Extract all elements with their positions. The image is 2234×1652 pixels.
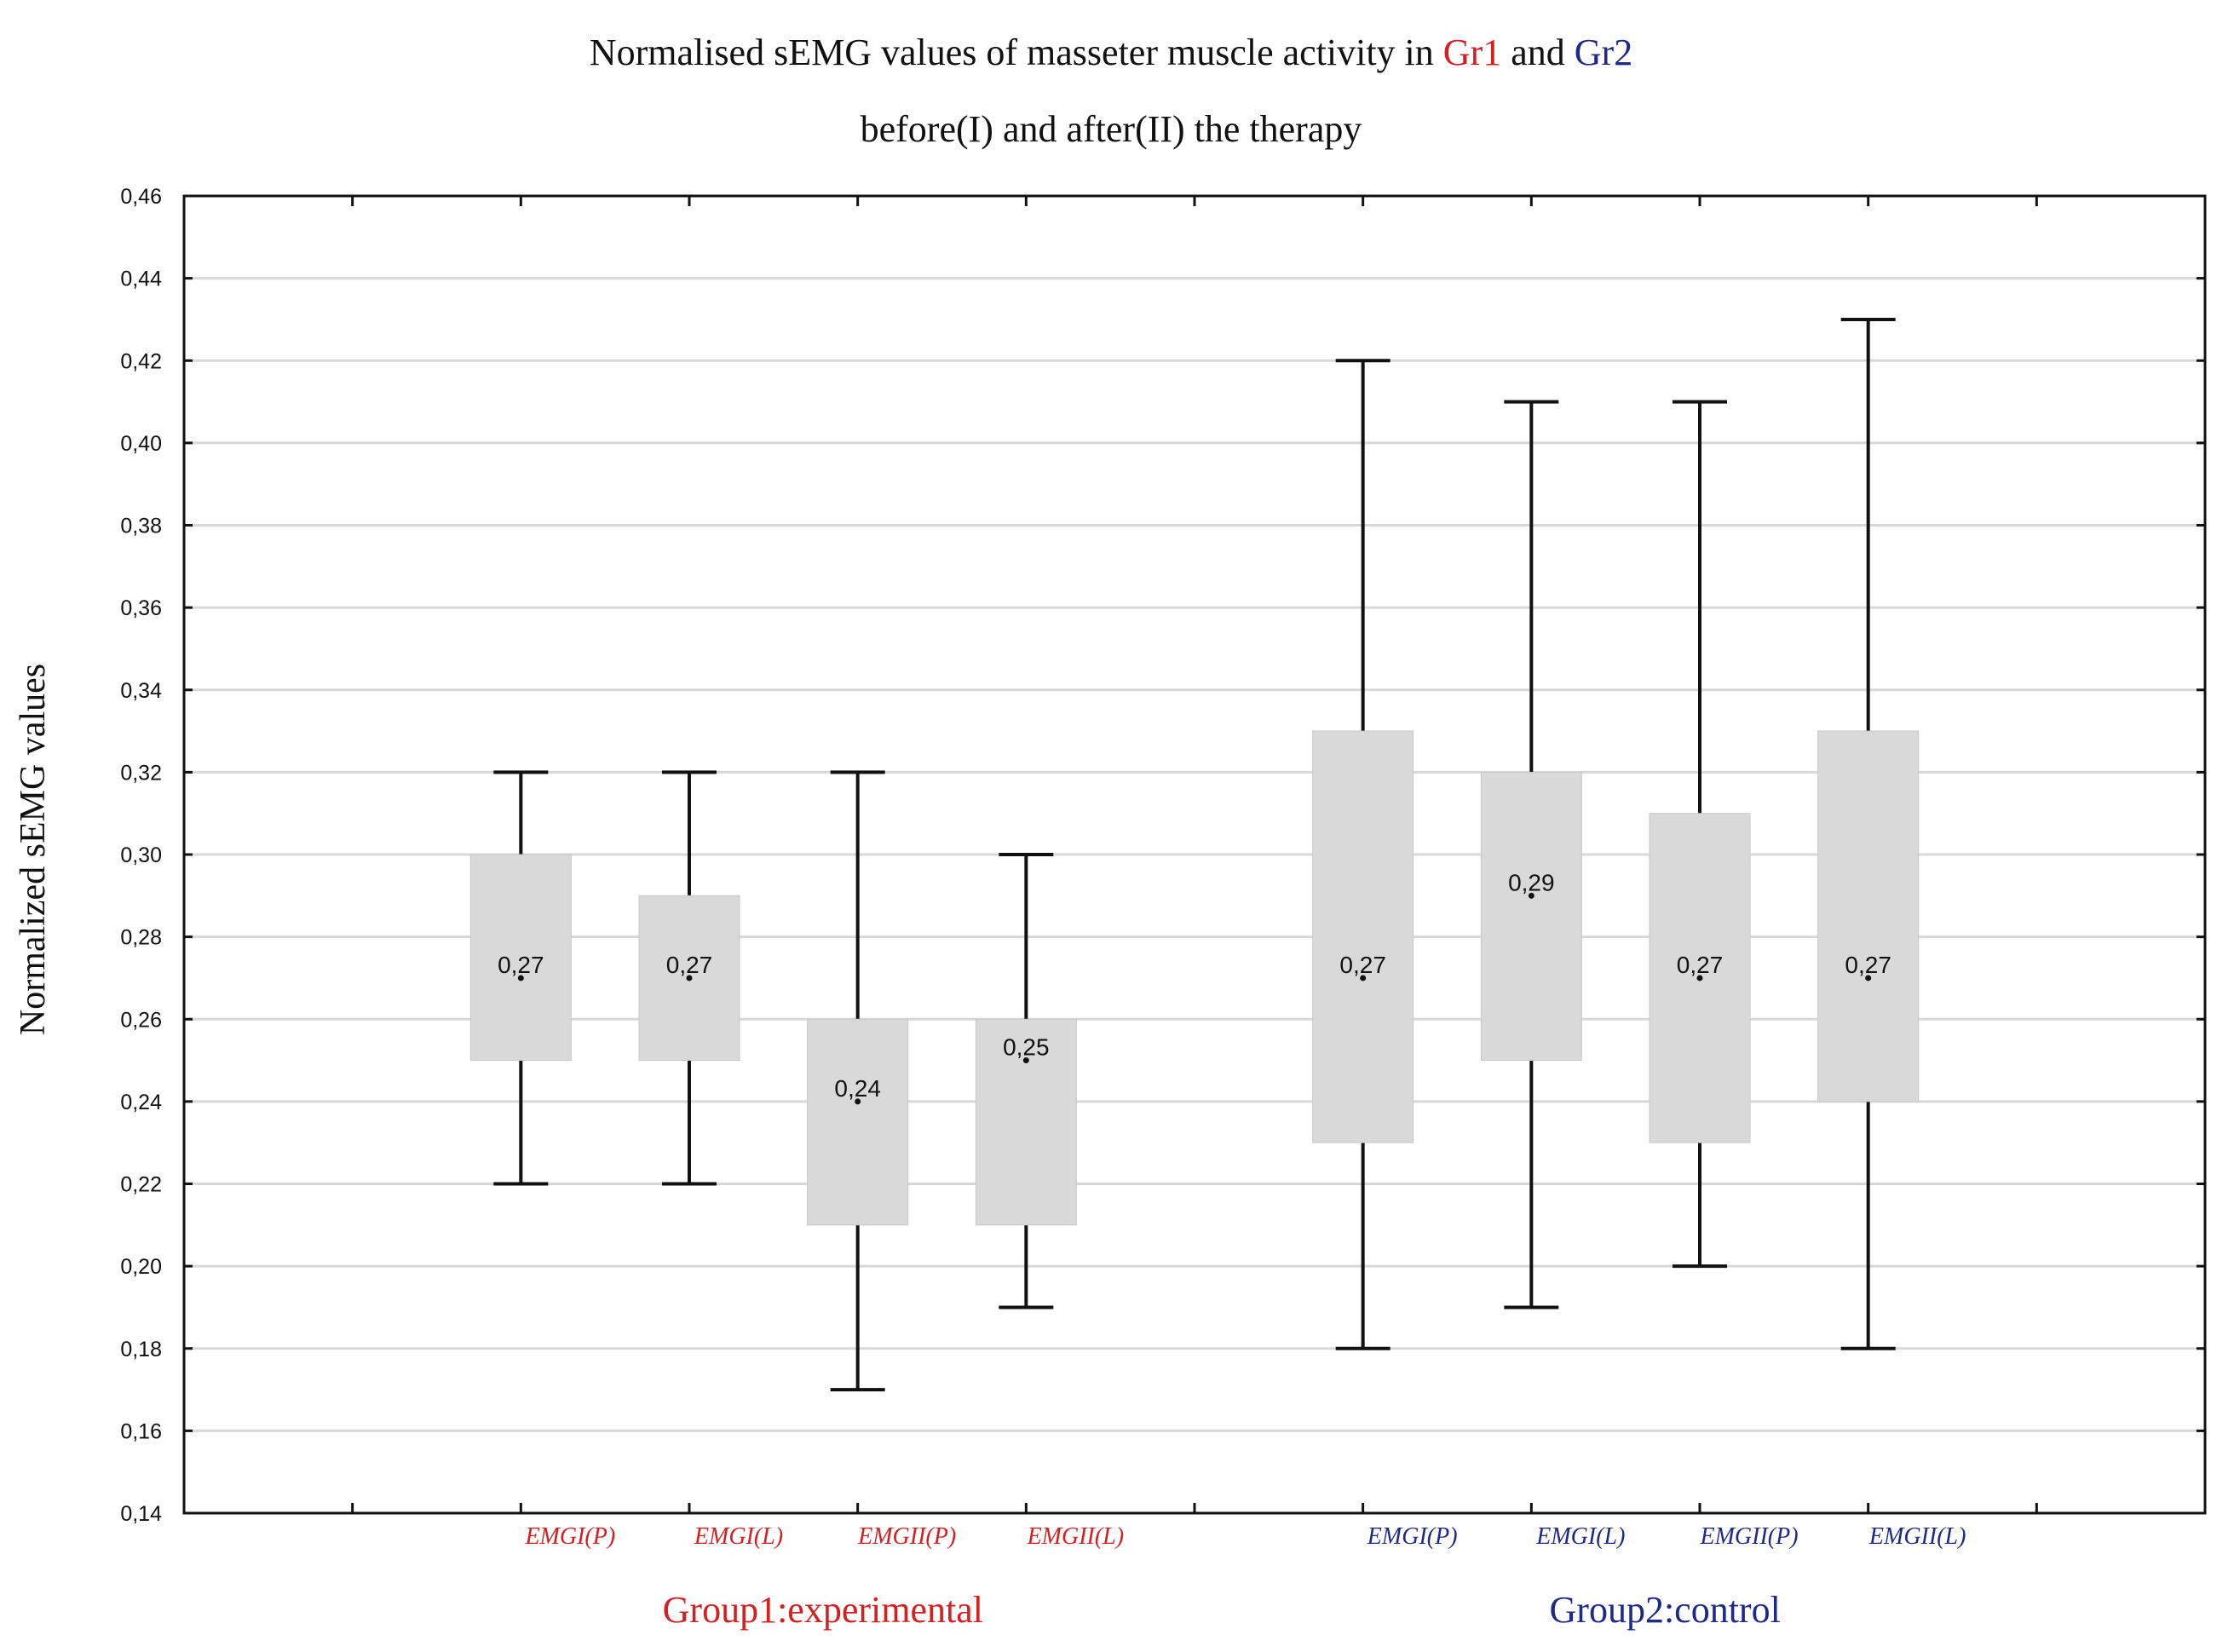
median-point <box>517 975 524 981</box>
chart-title-line2: before(I) and after(II) the therapy <box>861 108 1362 150</box>
group-label-1: Group1:experimental <box>663 1589 983 1631</box>
box-emgil-group2 <box>1480 400 1582 1310</box>
y-tick-label: 0,46 <box>120 185 162 209</box>
median-point <box>1022 1057 1029 1064</box>
box-emgiip-group1 <box>807 770 909 1392</box>
y-tick-label: 0,44 <box>120 268 162 291</box>
group-label-2: Group2:control <box>1550 1589 1781 1631</box>
median-point <box>686 975 693 981</box>
category-label: EMGI(L) <box>694 1523 783 1550</box>
box-emgiil-group1 <box>975 853 1077 1310</box>
box-iqr <box>1312 730 1414 1143</box>
median-label: 0,27 <box>498 952 544 978</box>
category-label: EMGII(L) <box>1027 1523 1125 1550</box>
median-label: 0,24 <box>834 1075 881 1102</box>
y-tick-label: 0,18 <box>120 1338 162 1361</box>
category-label: EMGI(P) <box>1367 1523 1458 1550</box>
median-label: 0,27 <box>666 952 713 978</box>
median-point <box>855 1098 861 1105</box>
y-tick-label: 0,20 <box>120 1255 162 1279</box>
y-tick-label: 0,30 <box>120 843 162 867</box>
median-label: 0,29 <box>1508 869 1555 895</box>
y-tick-label: 0,38 <box>120 515 162 538</box>
box-iqr <box>1480 771 1582 1062</box>
title-gr1: Gr1 <box>1443 32 1501 73</box>
category-label: EMGII(P) <box>1699 1523 1798 1550</box>
median-point <box>1696 975 1703 981</box>
category-labels: EMGI(P) EMGI(L) EMGII(P) EMGII(L) EMGI(P) EMG… <box>524 1523 1966 1550</box>
y-tick-label: 0,28 <box>120 926 162 950</box>
title-and: and <box>1501 32 1575 73</box>
median-label: 0,25 <box>1003 1034 1050 1061</box>
y-tick-label: 0,14 <box>120 1502 162 1526</box>
category-label: EMGI(P) <box>524 1523 615 1550</box>
median-label: 0,27 <box>1677 952 1724 978</box>
box-iqr <box>469 854 572 1062</box>
median-point <box>1360 975 1367 981</box>
y-tick-label: 0,22 <box>120 1173 162 1197</box>
box-iqr <box>807 1018 909 1226</box>
category-label: EMGI(L) <box>1535 1523 1625 1550</box>
y-tick-label: 0,34 <box>120 679 162 703</box>
title-prefix: Normalised sEMG values of masseter muscl… <box>590 32 1443 73</box>
chart-title-line1: Normalised sEMG values of masseter muscl… <box>590 32 1632 73</box>
y-tick-label: 0,36 <box>120 596 162 620</box>
title-gr2: Gr2 <box>1575 32 1632 73</box>
median-labels: 0,27 0,27 0,24 0,25 0,27 0,29 0,27 0,27 <box>498 869 1891 1102</box>
median-point <box>1528 892 1534 899</box>
category-label: EMGII(L) <box>1868 1523 1966 1550</box>
box-emgiil-group2 <box>1817 317 1920 1350</box>
box-series <box>469 317 1920 1392</box>
y-tick-label: 0,32 <box>120 761 162 785</box>
plot-frame <box>182 194 2207 1515</box>
median-label: 0,27 <box>1845 952 1891 978</box>
category-label: EMGII(P) <box>857 1523 956 1550</box>
box-emgiip-group2 <box>1649 400 1751 1269</box>
x-axis-ticks <box>351 196 2038 1513</box>
box-iqr <box>1817 730 1920 1102</box>
y-tick-label: 0,40 <box>120 432 162 456</box>
box-emgip-group1 <box>469 770 572 1186</box>
y-tick-label: 0,24 <box>120 1091 162 1114</box>
box-emgip-group2 <box>1312 359 1414 1350</box>
median-label: 0,27 <box>1339 952 1386 978</box>
group-labels: Group1:experimental Group2:control <box>663 1589 1781 1631</box>
y-tick-label: 0,42 <box>120 349 162 373</box>
y-tick-label: 0,26 <box>120 1008 162 1032</box>
y-axis-label: Normalized sEMG values <box>14 664 53 1035</box>
y-axis-ticks: 0,14 0,16 0,18 0,20 0,22 0,24 0,26 0,28 0,30 0,32… <box>120 185 2205 1526</box>
box-iqr <box>975 1018 1077 1226</box>
y-tick-label: 0,16 <box>120 1419 162 1443</box>
box-emgil-group1 <box>638 770 740 1186</box>
median-point <box>1865 975 1872 981</box>
